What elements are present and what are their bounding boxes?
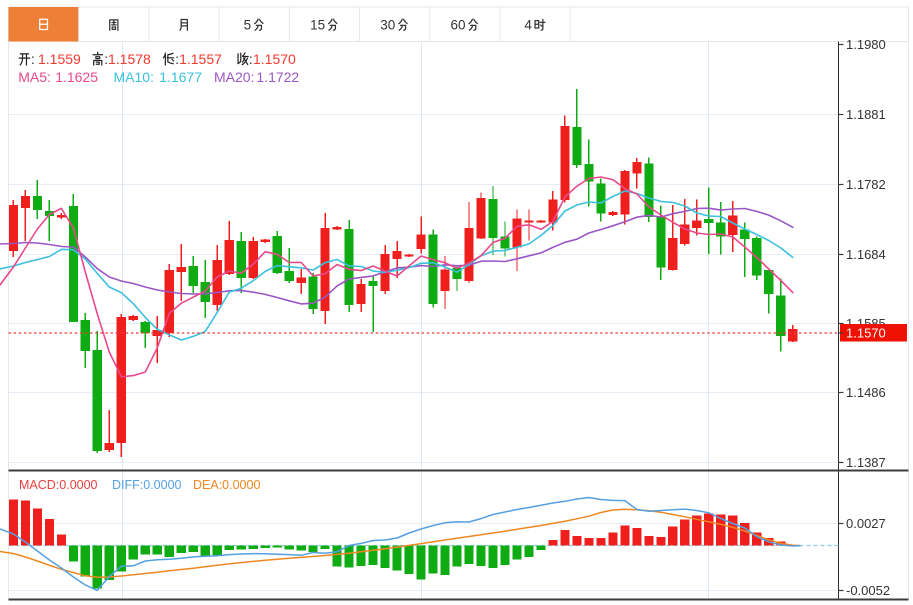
svg-text::: : xyxy=(104,52,108,67)
svg-text:1.1557: 1.1557 xyxy=(179,51,222,67)
svg-text:MA20:: MA20: xyxy=(214,69,254,85)
svg-text:DIFF:0.0000: DIFF:0.0000 xyxy=(112,478,182,492)
svg-text::: : xyxy=(175,52,179,67)
svg-text:15: 15 xyxy=(310,17,325,32)
svg-text::: : xyxy=(31,52,35,67)
svg-text:30: 30 xyxy=(380,17,395,32)
svg-text:1.1625: 1.1625 xyxy=(55,69,98,85)
svg-text:-0.0052: -0.0052 xyxy=(846,583,890,598)
svg-text:1.1578: 1.1578 xyxy=(108,51,151,67)
svg-text:1.1559: 1.1559 xyxy=(38,51,81,67)
svg-text:4: 4 xyxy=(524,17,532,32)
svg-text:1.1684: 1.1684 xyxy=(846,247,886,262)
svg-text:DEA:0.0000: DEA:0.0000 xyxy=(193,478,260,492)
svg-text:MA5:: MA5: xyxy=(18,69,51,85)
svg-text:5: 5 xyxy=(244,17,252,32)
svg-text::: : xyxy=(249,52,253,67)
svg-text:60: 60 xyxy=(451,17,466,32)
svg-text:1.1782: 1.1782 xyxy=(846,177,886,192)
svg-text:1.1486: 1.1486 xyxy=(846,385,886,400)
svg-text:MA10:: MA10: xyxy=(114,69,154,85)
svg-text:1.1570: 1.1570 xyxy=(253,51,296,67)
svg-text:1.1722: 1.1722 xyxy=(256,69,299,85)
svg-text:1.1677: 1.1677 xyxy=(159,69,202,85)
svg-text:1.1570: 1.1570 xyxy=(846,326,886,341)
svg-text:1.1387: 1.1387 xyxy=(846,455,886,470)
svg-text:1.1980: 1.1980 xyxy=(846,37,886,52)
svg-text:0.0027: 0.0027 xyxy=(846,516,886,531)
svg-text:1.1881: 1.1881 xyxy=(846,107,886,122)
svg-text:MACD:0.0000: MACD:0.0000 xyxy=(19,478,98,492)
